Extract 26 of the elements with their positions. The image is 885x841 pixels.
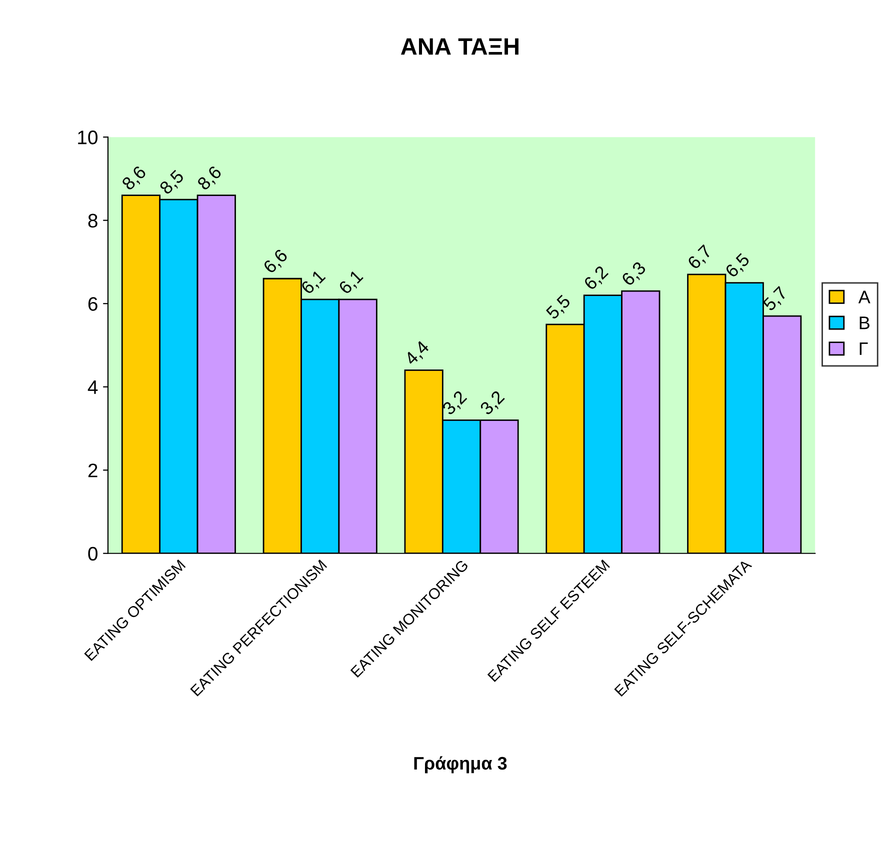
data-label: 8,6 xyxy=(196,165,224,192)
legend-label: Β xyxy=(860,316,870,330)
y-tick-label: 8 xyxy=(88,214,98,228)
data-label: 5,7 xyxy=(762,286,790,314)
data-label: 8,5 xyxy=(158,169,186,196)
data-label: 6,1 xyxy=(338,269,366,296)
legend-label: Γ xyxy=(860,342,868,355)
chart-title: ΑΝΑ ΤΑΞΗ xyxy=(400,38,518,55)
legend-label: Α xyxy=(858,290,870,304)
data-label: 6,2 xyxy=(583,265,610,292)
y-tick-label: 10 xyxy=(78,130,98,144)
data-label: 6,1 xyxy=(300,269,328,296)
data-label: 6,7 xyxy=(686,244,714,272)
data-label: 6,5 xyxy=(724,252,752,280)
data-label: 5,5 xyxy=(545,294,573,322)
text: Γράφημα 3 xyxy=(414,756,507,774)
y-tick-label: 4 xyxy=(88,380,98,394)
y-tick-label: 0 xyxy=(88,546,98,561)
data-label: 6,3 xyxy=(620,260,648,288)
data-label: 6,6 xyxy=(262,248,290,276)
data-label: 3,2 xyxy=(479,390,506,418)
data-label: 4,4 xyxy=(404,340,432,368)
y-tick-label: 6 xyxy=(88,297,98,311)
data-label: 3,2 xyxy=(442,390,469,418)
data-label: 8,6 xyxy=(121,165,148,192)
y-tick-label: 2 xyxy=(88,464,98,478)
